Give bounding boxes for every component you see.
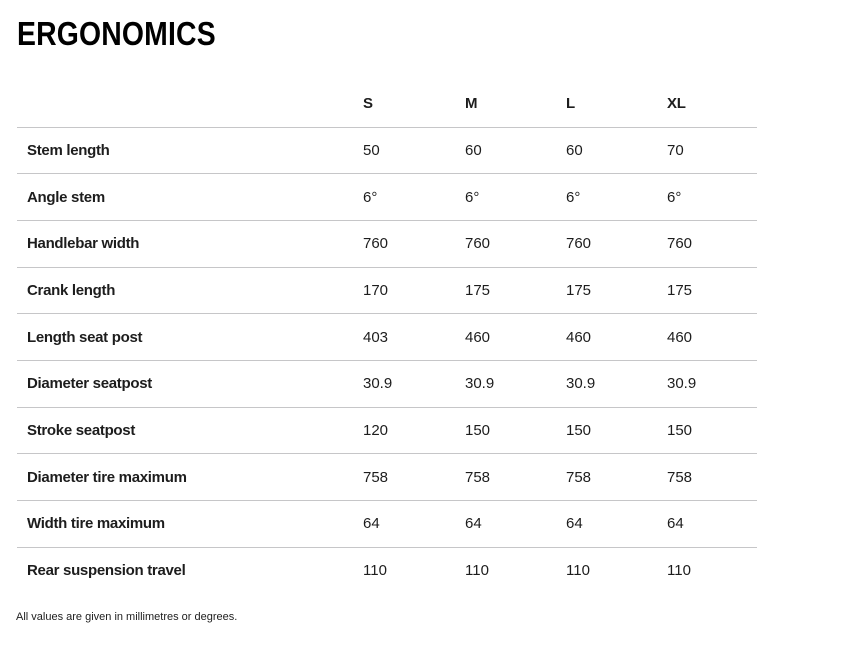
row-label: Width tire maximum (17, 500, 363, 548)
cell-value: 120 (363, 407, 465, 455)
cell-value: 110 (363, 562, 387, 580)
column-header-xl: XL (667, 81, 757, 128)
row-label: Handlebar width (17, 220, 363, 268)
table-row: Width tire maximum 64 64 64 64 (17, 500, 757, 548)
cell-value: 460 (566, 313, 667, 361)
cell-value: 175 (667, 267, 757, 315)
table-row: Rear suspension travel 110 110 110 110 (17, 547, 757, 594)
cell-value: 64 (465, 500, 566, 548)
row-label: Stem length (17, 127, 363, 175)
cell-value: 760 (566, 220, 667, 268)
cell-value: 30.9 (363, 360, 465, 408)
footnote: All values are given in millimetres or d… (16, 611, 238, 623)
cell-value: 64 (566, 500, 667, 548)
table-row: Length seat post 403 460 460 460 (17, 313, 757, 361)
cell-value: 758 (667, 453, 757, 501)
cell-value: 30.9 (465, 360, 566, 408)
cell-value: 110 (566, 562, 590, 580)
cell-value: 150 (566, 407, 667, 455)
cell-value: 60 (465, 127, 566, 175)
row-label: Angle stem (17, 173, 363, 221)
cell-value: 403 (363, 313, 465, 361)
cell-value: 110 (465, 562, 489, 580)
cell-value: 30.9 (667, 360, 757, 408)
cell-value: 6° (363, 173, 465, 221)
table-row: Stroke seatpost 120 150 150 150 (17, 407, 757, 455)
table-body: Stem length 50 60 60 70 Angle stem 6° 6°… (17, 127, 757, 594)
cell-value: 460 (667, 313, 757, 361)
row-label: Stroke seatpost (17, 407, 363, 455)
ergonomics-table: S M L XL Stem length 50 60 60 70 Angle s… (17, 81, 757, 594)
cell-value: 6° (465, 173, 566, 221)
column-header-l: L (566, 81, 667, 128)
cell-value: 758 (566, 453, 667, 501)
row-label: Diameter tire maximum (17, 453, 363, 501)
row-label: Crank length (17, 267, 363, 315)
cell-value: 110 (667, 562, 691, 580)
section-title: ERGONOMICS (17, 15, 216, 52)
cell-value: 150 (667, 407, 757, 455)
cell-value: 150 (465, 407, 566, 455)
header-row: S M L XL (17, 81, 757, 128)
cell-value: 758 (363, 453, 465, 501)
table-row: Angle stem 6° 6° 6° 6° (17, 173, 757, 221)
table-row: Diameter seatpost 30.9 30.9 30.9 30.9 (17, 360, 757, 408)
row-label: Rear suspension travel (27, 562, 186, 580)
cell-value: 460 (465, 313, 566, 361)
table-header: S M L XL (17, 81, 757, 128)
table-row: Stem length 50 60 60 70 (17, 127, 757, 175)
cell-value: 175 (465, 267, 566, 315)
cell-value: 170 (363, 267, 465, 315)
row-label: Length seat post (17, 313, 363, 361)
cell-value: 760 (465, 220, 566, 268)
cell-value: 6° (667, 173, 757, 221)
cell-value: 60 (566, 127, 667, 175)
column-header-m: M (465, 81, 566, 128)
cell-value: 50 (363, 127, 465, 175)
cell-value: 6° (566, 173, 667, 221)
table-row: Diameter tire maximum 758 758 758 758 (17, 453, 757, 501)
cell-value: 760 (667, 220, 757, 268)
cell-value: 175 (566, 267, 667, 315)
table-row: Handlebar width 760 760 760 760 (17, 220, 757, 268)
cell-value: 70 (667, 127, 757, 175)
column-header-s: S (363, 81, 465, 128)
cell-value: 64 (363, 500, 465, 548)
cell-value: 758 (465, 453, 566, 501)
cell-value: 30.9 (566, 360, 667, 408)
row-label: Diameter seatpost (17, 360, 363, 408)
cell-value: 760 (363, 220, 465, 268)
cell-value: 64 (667, 500, 757, 548)
column-header-empty (17, 81, 363, 128)
table-row: Crank length 170 175 175 175 (17, 267, 757, 315)
